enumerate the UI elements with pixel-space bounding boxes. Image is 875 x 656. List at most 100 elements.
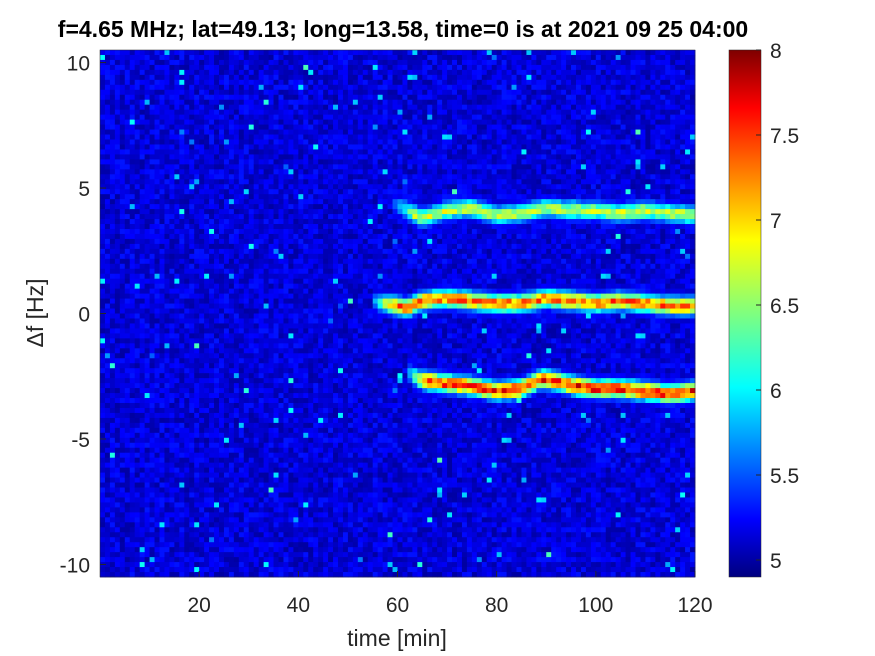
heatmap-cell bbox=[129, 154, 136, 160]
heatmap-cell bbox=[219, 288, 225, 295]
heatmap-cell bbox=[313, 169, 319, 175]
heatmap-cell bbox=[303, 338, 309, 344]
heatmap-cell bbox=[139, 204, 146, 210]
heatmap-cell bbox=[204, 129, 210, 135]
heatmap-cell bbox=[169, 129, 175, 135]
heatmap-cell bbox=[129, 393, 136, 399]
heatmap-cell bbox=[323, 487, 329, 493]
heatmap-cell bbox=[199, 313, 205, 319]
heatmap-cell bbox=[278, 298, 284, 304]
heatmap-cell bbox=[278, 109, 284, 116]
heatmap-cell bbox=[283, 407, 289, 414]
heatmap-cell bbox=[233, 532, 240, 538]
heatmap-cell bbox=[189, 248, 195, 255]
heatmap-cell bbox=[243, 522, 250, 528]
heatmap-cell bbox=[134, 373, 141, 379]
heatmap-cell bbox=[189, 522, 195, 528]
heatmap-cell bbox=[233, 572, 240, 578]
heatmap-cell bbox=[184, 442, 190, 449]
heatmap-cell bbox=[228, 338, 235, 344]
heatmap-cell bbox=[189, 487, 195, 493]
heatmap-cell bbox=[233, 228, 240, 235]
heatmap-cell bbox=[159, 467, 165, 473]
heatmap-cell bbox=[204, 557, 210, 563]
heatmap-cell bbox=[248, 288, 255, 295]
heatmap-cell bbox=[159, 442, 165, 449]
heatmap-cell bbox=[100, 169, 106, 175]
heatmap-cell bbox=[308, 184, 314, 190]
heatmap-cell bbox=[109, 278, 116, 285]
heatmap-cell bbox=[288, 353, 294, 359]
heatmap-cell bbox=[243, 54, 250, 61]
heatmap-cell bbox=[174, 59, 180, 66]
heatmap-cell bbox=[209, 313, 215, 319]
heatmap-cell bbox=[258, 343, 265, 349]
heatmap-cell bbox=[273, 273, 279, 280]
heatmap-cell bbox=[323, 447, 329, 454]
heatmap-cell bbox=[104, 328, 111, 334]
heatmap-cell bbox=[194, 407, 200, 414]
heatmap-cell bbox=[214, 109, 220, 116]
heatmap-cell bbox=[263, 149, 269, 155]
heatmap-cell bbox=[144, 174, 150, 180]
heatmap-cell bbox=[194, 224, 200, 230]
heatmap-cell bbox=[194, 542, 200, 548]
heatmap-cell bbox=[253, 54, 260, 61]
heatmap-cell bbox=[283, 283, 289, 290]
heatmap-cell bbox=[139, 383, 146, 389]
heatmap-cell bbox=[139, 477, 146, 483]
heatmap-cell bbox=[129, 417, 136, 424]
heatmap-cell bbox=[109, 258, 116, 265]
heatmap-cell bbox=[298, 547, 304, 553]
heatmap-cell bbox=[278, 219, 284, 225]
heatmap-cell bbox=[223, 253, 230, 260]
heatmap-cell bbox=[273, 184, 279, 190]
heatmap-cell bbox=[248, 452, 255, 459]
heatmap-cell bbox=[223, 199, 230, 205]
heatmap-cell bbox=[243, 437, 250, 444]
heatmap-cell bbox=[298, 139, 304, 145]
heatmap-cell bbox=[219, 477, 225, 483]
heatmap-cell bbox=[154, 273, 160, 280]
heatmap-cell bbox=[159, 209, 165, 215]
heatmap-cell bbox=[288, 179, 294, 185]
heatmap-cell bbox=[258, 199, 265, 205]
heatmap-cell bbox=[283, 482, 289, 488]
heatmap-cell bbox=[209, 542, 215, 548]
heatmap-cell bbox=[263, 253, 269, 260]
heatmap-cell bbox=[258, 174, 265, 180]
heatmap-cell bbox=[100, 69, 106, 76]
heatmap-cell bbox=[268, 432, 274, 439]
heatmap-cell bbox=[119, 89, 126, 96]
heatmap-cell bbox=[248, 84, 255, 91]
heatmap-cell bbox=[238, 129, 245, 135]
heatmap-cell bbox=[258, 273, 265, 280]
heatmap-cell bbox=[263, 243, 269, 250]
heatmap-cell bbox=[288, 313, 294, 319]
heatmap-cell bbox=[303, 243, 309, 250]
heatmap-cell bbox=[318, 557, 324, 563]
heatmap-cell bbox=[223, 427, 230, 434]
heatmap-cell bbox=[233, 457, 240, 464]
heatmap-cell bbox=[219, 572, 225, 578]
heatmap-cell bbox=[144, 363, 150, 369]
heatmap-cell bbox=[283, 562, 289, 568]
heatmap-cell bbox=[114, 422, 121, 429]
heatmap-cell bbox=[194, 114, 200, 120]
heatmap-cell bbox=[204, 169, 210, 175]
heatmap-cell bbox=[149, 219, 155, 225]
heatmap-cell bbox=[139, 497, 146, 503]
heatmap-cell bbox=[179, 50, 185, 56]
heatmap-cell bbox=[129, 164, 136, 170]
heatmap-cell bbox=[313, 333, 319, 339]
heatmap-cell bbox=[308, 532, 314, 538]
heatmap-cell bbox=[303, 159, 309, 165]
heatmap-cell bbox=[154, 542, 160, 548]
heatmap-cell bbox=[129, 407, 136, 414]
heatmap-cell bbox=[109, 129, 116, 135]
heatmap-cell bbox=[278, 348, 284, 354]
heatmap-cell bbox=[293, 298, 299, 304]
heatmap-cell bbox=[273, 308, 279, 314]
heatmap-cell bbox=[169, 50, 175, 56]
heatmap-cell bbox=[283, 214, 289, 220]
